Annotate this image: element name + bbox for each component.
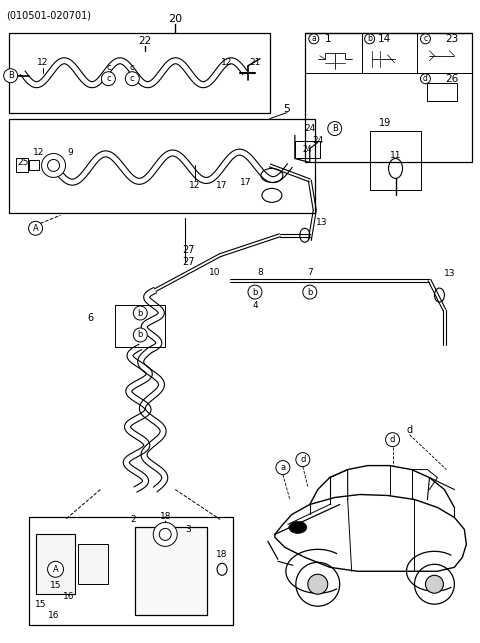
Circle shape (42, 154, 65, 177)
Text: 23: 23 (445, 34, 458, 44)
Text: 17: 17 (216, 181, 228, 190)
Bar (135, 527, 207, 615)
Text: 25: 25 (17, 158, 28, 167)
Bar (36, 534, 75, 594)
Text: 1: 1 (324, 34, 331, 44)
Circle shape (420, 34, 431, 44)
Text: (010501-020701): (010501-020701) (6, 11, 91, 21)
Text: c: c (106, 74, 111, 83)
Bar (29, 161, 38, 170)
Circle shape (420, 74, 431, 84)
Text: 27: 27 (182, 257, 194, 267)
Text: 26: 26 (445, 74, 458, 84)
Text: 16: 16 (48, 611, 60, 620)
Bar (295, 141, 320, 158)
Text: c: c (130, 63, 134, 72)
Text: 15: 15 (35, 600, 47, 609)
Bar (370, 131, 421, 190)
Text: 2: 2 (131, 515, 136, 524)
Text: 7: 7 (307, 267, 312, 276)
Text: 24: 24 (304, 124, 315, 133)
Text: 20: 20 (168, 14, 182, 24)
Circle shape (309, 34, 319, 44)
Text: 10: 10 (209, 267, 221, 276)
Text: 12: 12 (33, 148, 44, 157)
Text: 11: 11 (390, 151, 401, 160)
Circle shape (296, 453, 310, 467)
Text: 12: 12 (190, 181, 201, 190)
Text: 8: 8 (257, 267, 263, 276)
Text: d: d (407, 424, 413, 435)
Circle shape (303, 285, 317, 299)
Text: d: d (390, 435, 395, 444)
Text: 18: 18 (159, 512, 171, 521)
Bar (16, 158, 28, 172)
Circle shape (153, 522, 177, 547)
Circle shape (133, 328, 147, 342)
Text: 15: 15 (50, 581, 61, 590)
Text: 5: 5 (283, 104, 290, 114)
Text: 24: 24 (312, 136, 324, 145)
Text: B: B (332, 124, 337, 133)
Text: a: a (312, 34, 316, 43)
Circle shape (415, 565, 455, 604)
Text: 24: 24 (303, 145, 312, 154)
Text: b: b (138, 309, 143, 318)
Circle shape (425, 575, 444, 593)
Text: a: a (280, 463, 286, 472)
Text: 9: 9 (68, 148, 73, 157)
Text: b: b (307, 287, 312, 296)
Text: 27: 27 (182, 245, 194, 255)
Circle shape (328, 122, 342, 136)
Text: 13: 13 (316, 218, 327, 227)
Text: d: d (423, 74, 428, 83)
Ellipse shape (289, 521, 307, 534)
Text: 12: 12 (37, 59, 48, 68)
Text: 6: 6 (87, 313, 94, 323)
Circle shape (308, 574, 328, 594)
Bar (115, 305, 165, 347)
Text: b: b (138, 331, 143, 340)
Text: A: A (33, 224, 38, 233)
Text: c: c (130, 74, 134, 83)
Text: 22: 22 (139, 36, 152, 46)
Bar (305, 33, 472, 163)
Text: 17: 17 (240, 178, 252, 187)
Text: 14: 14 (378, 34, 391, 44)
Text: 3: 3 (185, 525, 191, 534)
Text: 19: 19 (378, 118, 391, 127)
Circle shape (385, 433, 399, 447)
Bar (29, 518, 233, 625)
Circle shape (48, 159, 60, 172)
Text: 16: 16 (63, 592, 74, 601)
Text: 13: 13 (444, 269, 455, 278)
Circle shape (4, 69, 18, 83)
Text: A: A (53, 565, 59, 574)
Circle shape (48, 561, 63, 577)
Circle shape (365, 34, 374, 44)
Circle shape (125, 72, 139, 86)
Text: b: b (252, 287, 258, 296)
Bar (428, 83, 457, 101)
Circle shape (101, 72, 115, 86)
Circle shape (29, 221, 43, 235)
Text: b: b (367, 34, 372, 43)
Text: B: B (8, 71, 13, 80)
Text: c: c (423, 34, 428, 43)
Circle shape (248, 285, 262, 299)
Text: 21: 21 (249, 59, 261, 68)
Bar (9, 33, 270, 113)
Text: c: c (106, 63, 111, 72)
Text: d: d (300, 455, 305, 464)
Circle shape (276, 460, 290, 475)
Text: 4: 4 (252, 300, 258, 309)
Text: 18: 18 (216, 550, 228, 559)
Circle shape (133, 306, 147, 320)
Text: 12: 12 (221, 59, 233, 68)
Circle shape (296, 562, 340, 606)
Bar (9, 118, 315, 213)
Bar (78, 545, 108, 584)
Circle shape (159, 529, 171, 540)
